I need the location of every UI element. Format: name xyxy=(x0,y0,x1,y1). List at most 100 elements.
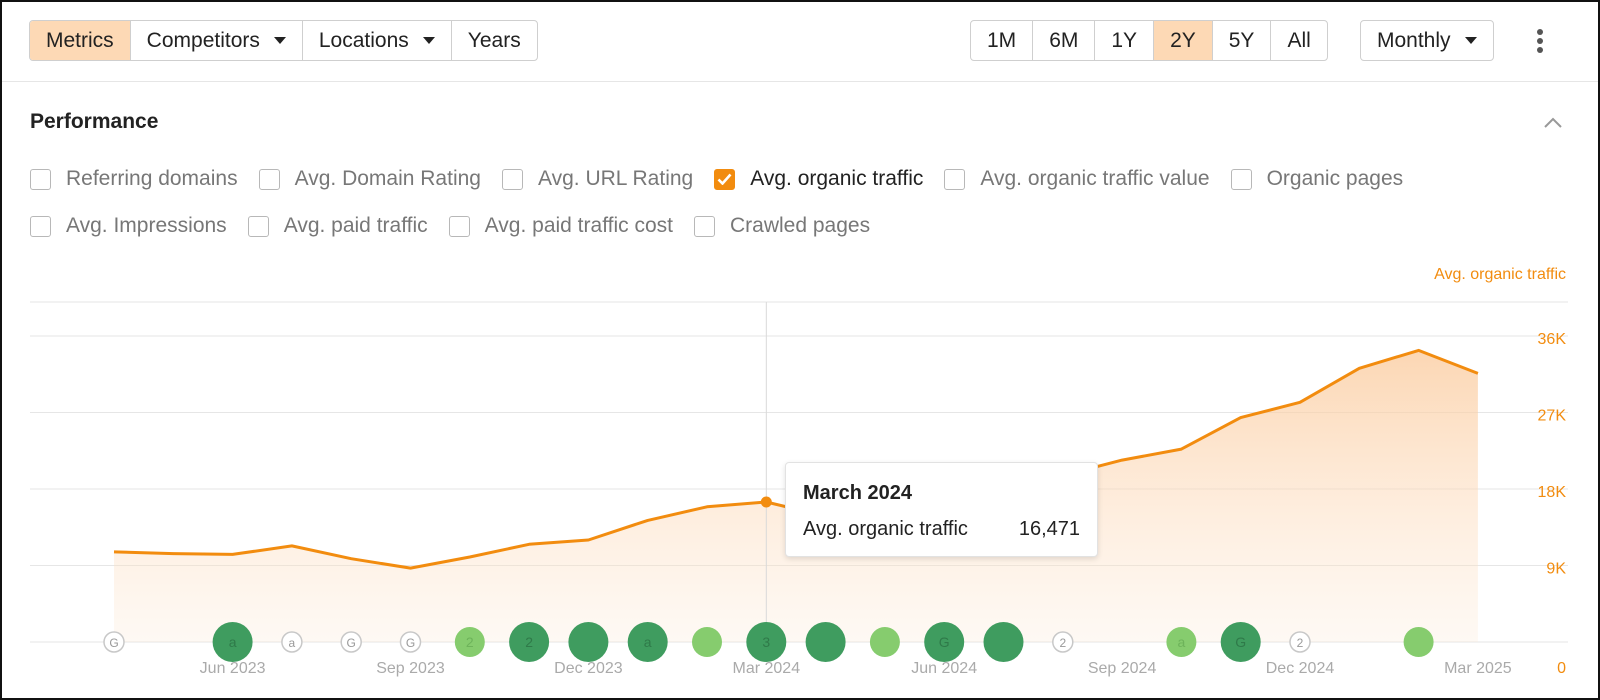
metric-toggle-avg-organic-traffic[interactable]: Avg. organic traffic xyxy=(714,167,923,191)
toolbar-button-label: Years xyxy=(467,28,521,52)
annotation-glyph: 2 xyxy=(466,634,474,650)
annotation-marker[interactable] xyxy=(805,622,846,662)
annotation-marker[interactable]: 2 xyxy=(509,622,550,662)
metric-toggle-avg-paid-traffic[interactable]: Avg. paid traffic xyxy=(247,214,428,238)
annotation-glyph: a xyxy=(229,634,237,650)
toolbar-button-label: Competitors xyxy=(146,28,260,52)
metric-toggle-organic-pages[interactable]: Organic pages xyxy=(1230,167,1404,191)
range-button-all[interactable]: All xyxy=(1271,21,1326,60)
annotation-glyph: 2 xyxy=(1297,636,1304,650)
range-button-6m[interactable]: 6M xyxy=(1033,21,1096,60)
annotation-circle xyxy=(103,631,125,653)
metric-toggle-label: Avg. Impressions xyxy=(66,214,227,237)
annotation-marker[interactable] xyxy=(568,622,609,662)
checkbox-icon[interactable] xyxy=(694,215,715,237)
y-tick-label: 27K xyxy=(1538,408,1567,425)
annotation-marker[interactable] xyxy=(869,627,900,657)
annotation-marker[interactable]: 2 xyxy=(454,627,485,657)
metric-toggle-avg-url-rating[interactable]: Avg. URL Rating xyxy=(501,167,694,191)
checkbox-icon[interactable] xyxy=(30,168,51,190)
checkbox-icon[interactable] xyxy=(258,168,280,190)
toolbar-button-locations[interactable]: Locations xyxy=(303,21,452,60)
annotation-glyph: 2 xyxy=(525,634,533,650)
annotation-marker[interactable]: G xyxy=(924,622,965,662)
metric-toggle-label: Organic pages xyxy=(1266,167,1404,190)
range-button-5y[interactable]: 5Y xyxy=(1213,21,1272,60)
x-tick-label: Mar 2025 xyxy=(1444,660,1512,677)
range-button-1y[interactable]: 1Y xyxy=(1095,21,1155,60)
annotation-marker[interactable]: a xyxy=(1166,627,1197,657)
tooltip-metric-value: 16,471 xyxy=(1018,518,1080,540)
annotation-marker[interactable]: G xyxy=(399,631,422,653)
metric-toggle-label: Avg. URL Rating xyxy=(537,167,694,190)
time-range-group: 1M 6M 1Y 2Y 5Y All xyxy=(970,20,1328,61)
section-title: Performance xyxy=(30,110,159,133)
annotation-circle xyxy=(1289,631,1311,653)
chevron-down-icon xyxy=(1464,37,1477,44)
annotation-glyph: G xyxy=(939,634,950,650)
metric-toggle-avg-impressions[interactable]: Avg. Impressions xyxy=(30,214,227,238)
annotation-marker[interactable]: G xyxy=(1220,622,1261,662)
metric-toggle-label: Referring domains xyxy=(66,167,238,190)
toolbar-button-label: Locations xyxy=(318,28,409,52)
annotation-circle xyxy=(399,631,422,653)
annotation-marker[interactable]: 2 xyxy=(1289,631,1311,653)
annotation-marker[interactable]: G xyxy=(340,631,362,653)
interval-select[interactable]: Monthly xyxy=(1361,21,1493,60)
annotation-marker[interactable] xyxy=(1403,627,1434,657)
annotation-circle xyxy=(746,622,787,662)
metric-toggle-crawled-pages[interactable]: Crawled pages xyxy=(694,214,870,238)
annotation-glyph: G xyxy=(109,636,118,650)
annotation-marker[interactable]: 3 xyxy=(746,622,787,662)
annotation-marker[interactable]: a xyxy=(281,631,303,653)
annotation-marker[interactable] xyxy=(692,627,722,657)
annotation-circle xyxy=(454,627,485,657)
toolbar-button-metrics[interactable]: Metrics xyxy=(30,21,131,60)
annotation-circle xyxy=(1052,631,1074,653)
metric-toggle-label: Avg. Domain Rating xyxy=(294,167,481,190)
x-tick-label: Dec 2024 xyxy=(1266,660,1335,677)
checkbox-icon[interactable] xyxy=(30,215,51,237)
checkbox-icon[interactable] xyxy=(247,215,269,237)
metric-toggle-referring-domains[interactable]: Referring domains xyxy=(30,167,238,191)
metric-toggle-avg-organic-traffic-value[interactable]: Avg. organic traffic value xyxy=(944,167,1210,191)
metric-toggle-label: Avg. organic traffic xyxy=(750,167,924,190)
annotation-glyph: a xyxy=(644,634,652,650)
annotation-marker[interactable]: a xyxy=(212,622,253,662)
checkbox-icon[interactable] xyxy=(448,215,470,237)
traffic-area-fill xyxy=(114,350,1478,642)
checkbox-icon[interactable] xyxy=(1230,168,1252,190)
metric-toggle-avg-domain-rating[interactable]: Avg. Domain Rating xyxy=(258,167,481,191)
annotation-circle xyxy=(1403,627,1434,657)
checkbox-icon[interactable] xyxy=(944,168,966,190)
checkbox-icon[interactable] xyxy=(501,168,523,190)
annotation-glyph: G xyxy=(406,636,415,650)
x-axis-labels: Jun 2023 Sep 2023 Dec 2023 Mar 2024 Jun 2024… xyxy=(200,660,1512,677)
toolbar-button-label: Metrics xyxy=(46,28,114,52)
annotation-circle xyxy=(340,631,362,653)
annotation-glyph: a xyxy=(1178,634,1186,650)
tooltip-metric-label: Avg. organic traffic xyxy=(803,518,968,540)
annotation-circle xyxy=(924,622,965,662)
annotation-marker[interactable]: a xyxy=(627,622,668,662)
annotation-marker[interactable] xyxy=(983,622,1024,662)
annotation-glyph: a xyxy=(289,636,296,650)
annotation-marker[interactable]: 2 xyxy=(1052,631,1074,653)
toolbar-button-years[interactable]: Years xyxy=(452,21,537,60)
annotation-circle xyxy=(627,622,668,662)
y-tick-label: 0 xyxy=(1557,660,1566,677)
range-button-label: 1M xyxy=(987,28,1017,52)
checkbox-checked-icon[interactable] xyxy=(714,168,736,190)
annotation-circle xyxy=(805,622,846,662)
annotation-marker[interactable]: G xyxy=(103,631,125,653)
interval-select-wrapper: Monthly xyxy=(1360,20,1494,61)
chevron-up-icon[interactable] xyxy=(1543,114,1563,130)
range-button-1m[interactable]: 1M xyxy=(971,21,1034,60)
toolbar-button-competitors[interactable]: Competitors xyxy=(131,21,303,60)
range-button-2y[interactable]: 2Y xyxy=(1154,21,1213,60)
x-tick-label: Jun 2023 xyxy=(200,660,266,677)
range-button-label: 6M xyxy=(1049,28,1079,52)
metric-toggle-avg-paid-traffic-cost[interactable]: Avg. paid traffic cost xyxy=(448,214,673,238)
kebab-vertical-icon[interactable] xyxy=(1527,26,1553,56)
